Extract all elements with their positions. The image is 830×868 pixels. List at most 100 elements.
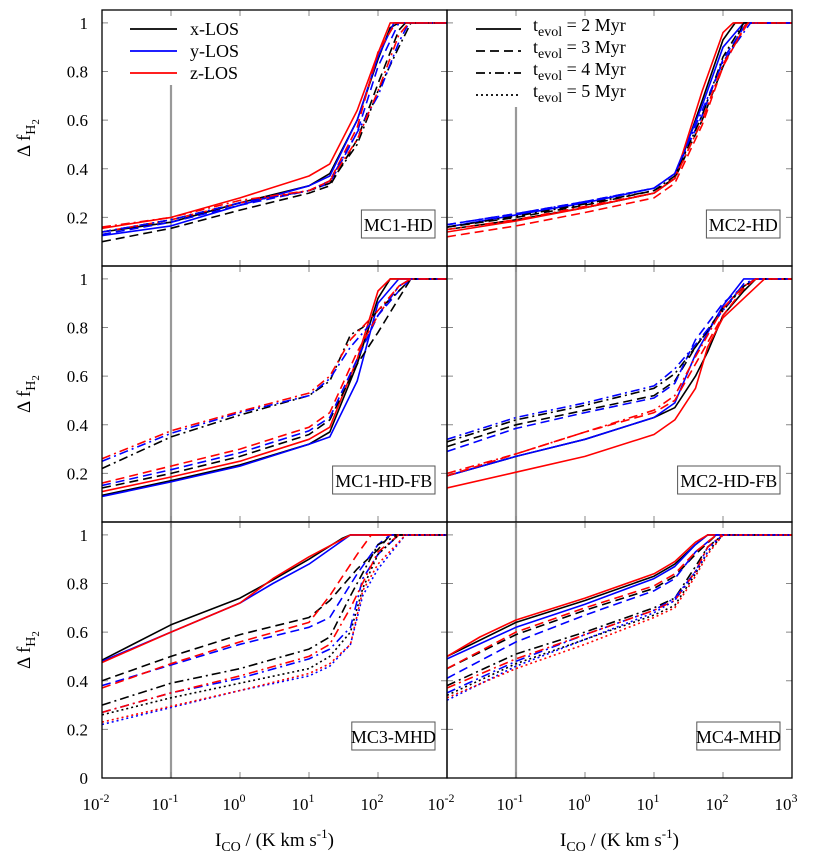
y-axis-label: Δ fH2 <box>14 375 42 413</box>
panel-mc2-hd: MC2-HD <box>446 9 793 267</box>
x-tick-label: 102 <box>706 791 729 814</box>
series-line-y-los-5myr <box>447 534 792 701</box>
x-axis-label: ICO / (K km s-1) <box>215 826 334 855</box>
legend-t: t <box>533 15 538 35</box>
x-tick-base: 10 <box>223 795 240 814</box>
series-line-y-los-2myr <box>102 22 447 237</box>
x-tick-base: 10 <box>497 795 514 814</box>
series-line-x-los-3myr <box>102 278 447 489</box>
series-line-x-los-2myr <box>102 534 447 661</box>
x-tick-exp: 1 <box>654 791 660 805</box>
x-tick-label: 101 <box>292 791 315 814</box>
series-line-z-los-3myr <box>102 534 447 689</box>
panel-label-box <box>705 209 781 239</box>
panel-label: MC2-HD <box>709 215 778 235</box>
series-line-z-los-3myr <box>102 278 447 484</box>
legend-t: t <box>533 59 538 79</box>
x-tick-label: 10-1 <box>497 791 524 814</box>
legend-sub: evol <box>538 69 562 84</box>
panel-mc1-hd: MC1-HD 0.2 0.4 0.6 0.8 1 Δ fH2 <box>14 9 448 267</box>
x-tick-base: 10 <box>637 795 654 814</box>
legend-label: tevol = 2 Myr <box>533 15 626 40</box>
series-line-z-los-4myr <box>447 22 792 231</box>
series-line-y-los-4myr <box>102 278 447 462</box>
series-line-x-los-4myr <box>102 278 447 470</box>
y-tick-label: 0.8 <box>67 63 88 82</box>
x-tick-base: 10 <box>292 795 309 814</box>
y-tick-label: 0.6 <box>67 367 88 386</box>
series-line-z-los-3myr <box>447 22 792 238</box>
y-tick-label: 0.4 <box>67 672 89 691</box>
panel-label: MC2-HD-FB <box>680 471 777 491</box>
y-tick-label: 1 <box>80 526 89 545</box>
series-line-z-los-2myr <box>102 534 447 664</box>
x-tick-base: 10 <box>83 795 100 814</box>
series-line-x-los-4myr <box>102 22 447 233</box>
y-tick-label: 0.8 <box>67 319 88 338</box>
series-line-z-los-2myr <box>102 22 447 230</box>
x-axis-label-end: ) <box>673 830 679 851</box>
y-tick-label: 0.6 <box>67 111 88 130</box>
x-axis-label-sub: CO <box>221 840 240 855</box>
legend-label: tevol = 5 Myr <box>533 81 626 106</box>
panel-label-box <box>360 209 436 239</box>
series-line-y-los-4myr <box>102 22 447 233</box>
x-tick-label: 101 <box>637 791 660 814</box>
x-tick-exp: 2 <box>723 791 729 805</box>
x-tick-label: 10-2 <box>83 791 110 814</box>
panel-label-box <box>332 465 436 495</box>
series-line-x-los-2myr <box>102 22 447 233</box>
y-tick-label: 0 <box>80 769 89 788</box>
legend-rest: = 2 Myr <box>562 15 626 35</box>
panel-mc2-hd-fb: MC2-HD-FB <box>446 265 793 523</box>
y-tick-label: 0.4 <box>67 416 89 435</box>
x-tick-base: 10 <box>428 795 445 814</box>
series-line-z-los-3myr <box>447 534 792 670</box>
series-line-y-los-3myr <box>447 278 792 453</box>
y-axis-label: Δ fH2 <box>14 631 42 669</box>
x-axis-label-rest: / (K km s <box>586 830 662 851</box>
x-tick-exp: -1 <box>514 791 524 805</box>
series-line-x-los-4myr <box>447 278 792 443</box>
series-line-z-los-2myr <box>447 534 792 658</box>
y-axis-label-main: Δ f <box>14 390 35 413</box>
y-axis-label-sub: H <box>24 125 39 135</box>
x-tick-exp: -2 <box>445 791 455 805</box>
x-tick-exp: 3 <box>792 791 798 805</box>
series-line-z-los-2myr <box>102 278 447 493</box>
series-line-x-los-2myr <box>447 534 792 658</box>
x-axis-label-rest: / (K km s <box>241 830 317 851</box>
x-tick-exp: -1 <box>169 791 179 805</box>
panel-label-box <box>696 721 781 751</box>
legend-label: y-LOS <box>190 41 239 61</box>
series-line-x-los-4myr <box>447 22 792 228</box>
y-tick-label: 1 <box>80 270 89 289</box>
y-axis-label-sub: H <box>24 381 39 391</box>
panel-mc1-hd-fb: MC1-HD-FB 0.2 0.4 0.6 0.8 1 Δ fH2 <box>14 265 448 523</box>
x-axis-label: ICO / (K km s-1) <box>560 826 679 855</box>
legend-label: z-LOS <box>190 63 238 83</box>
x-tick-exp: 1 <box>309 791 315 805</box>
series-line-y-los-5myr <box>102 534 447 726</box>
series-line-z-los-3myr <box>102 22 447 233</box>
y-axis-label-subsub: 2 <box>30 119 42 125</box>
legend-label: tevol = 4 Myr <box>533 59 626 84</box>
series-line-y-los-4myr <box>447 534 792 694</box>
legend-rest: = 3 Myr <box>562 37 626 57</box>
y-axis-label-sub: H <box>24 637 39 647</box>
legend-label: tevol = 3 Myr <box>533 37 626 62</box>
x-tick-base: 10 <box>568 795 585 814</box>
x-axis-label-sup: -1 <box>317 826 328 841</box>
legend-label: x-LOS <box>190 19 239 39</box>
x-tick-exp: 2 <box>378 791 384 805</box>
series-line-x-los-3myr <box>102 22 447 243</box>
x-tick-label: 10-1 <box>152 791 179 814</box>
series-line-y-los-4myr <box>102 534 447 714</box>
series-line-z-los-4myr <box>102 534 447 714</box>
series-line-z-los-4myr <box>447 278 792 475</box>
x-tick-base: 10 <box>152 795 169 814</box>
